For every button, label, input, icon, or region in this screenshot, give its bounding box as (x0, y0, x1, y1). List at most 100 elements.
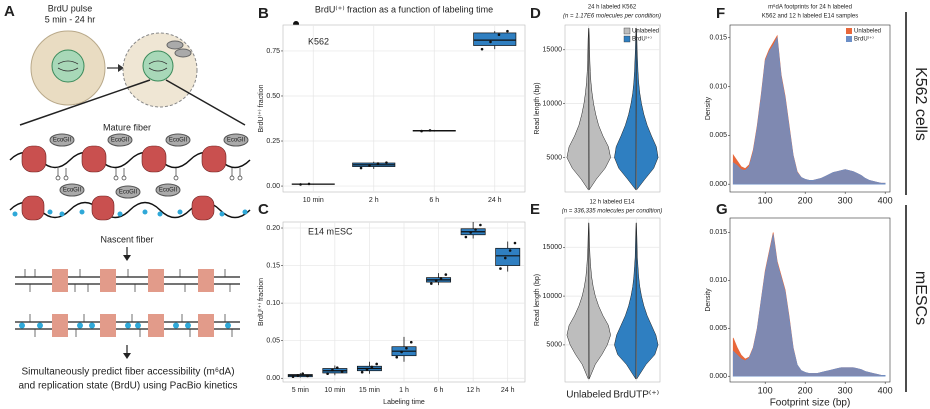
data-point (376, 162, 380, 165)
data-point (368, 164, 371, 167)
x-tick-label: 10 min (303, 197, 324, 204)
data-point (430, 282, 433, 285)
y-axis-label: Read length (bp) (534, 274, 541, 326)
pulse-label: BrdU pulse (48, 3, 93, 13)
y-tick-label: 0.05 (266, 338, 280, 345)
legend-label: BrdU⁽⁺⁾ (854, 36, 874, 43)
y-tick-label: 0.000 (709, 181, 727, 188)
data-point (444, 273, 448, 276)
data-point (474, 228, 477, 231)
y-tick-label: 0.010 (709, 83, 727, 90)
data-point (434, 279, 438, 282)
arrow-head (118, 64, 124, 72)
legend-swatch (623, 35, 631, 43)
y-tick-label: 0.25 (266, 138, 280, 145)
data-point (306, 374, 309, 378)
nucleosomes (21, 145, 227, 173)
panel-label: D (530, 5, 541, 22)
density-area (732, 234, 886, 377)
x-tick-label: 400 (878, 195, 893, 205)
x-tick-label: 100 (758, 195, 773, 205)
chart-title: 12 h labeled E14 (589, 200, 635, 206)
density-area (732, 36, 886, 185)
legend-swatch (846, 28, 852, 34)
arrow-head (123, 353, 131, 359)
chart-title: m⁶dA footprints for 24 h labeled (768, 4, 852, 11)
enzyme-label: EcoGII (111, 138, 130, 144)
enzymes: EcoGII EcoGII EcoGII (59, 183, 181, 199)
panel-label: E (530, 201, 540, 218)
data-point (400, 350, 403, 354)
enzyme-label: EcoGII (169, 138, 188, 144)
data-point (439, 277, 443, 280)
data-point (428, 129, 432, 132)
y-tick-label: 0.00 (266, 375, 280, 382)
chromatin (148, 60, 168, 72)
brdu-dots (12, 209, 248, 217)
caption: and replication state (BrdU) using PacBi… (19, 381, 238, 392)
y-tick-label: 0.005 (709, 325, 727, 332)
data-point (409, 340, 413, 344)
fiber-track (15, 269, 240, 292)
enzyme-label: EcoGII (227, 138, 246, 144)
data-point (503, 256, 507, 260)
data-point (479, 223, 482, 227)
data-point (335, 366, 339, 370)
chart-title: BrdU⁽⁺⁾ fraction as a function of labeli… (315, 4, 493, 14)
y-axis-label: BrdU⁽⁺⁾ fraction (257, 278, 265, 326)
enzyme (166, 40, 184, 50)
y-tick-label: 0.015 (709, 35, 727, 42)
data-point (359, 166, 363, 170)
schematic: A BrdU pulse 5 min - 24 hr Mature fiber … (4, 3, 251, 392)
duration-label: 5 min - 24 hr (45, 14, 96, 24)
violin-half (588, 222, 611, 380)
x-tick-label: 24 h (488, 197, 502, 204)
y-axis-label: BrdU⁽⁺⁾ fraction (257, 84, 265, 132)
data-point (513, 241, 517, 245)
row-label: K562 cells (912, 67, 929, 141)
x-tick-label: 6 h (434, 387, 444, 394)
data-point (375, 362, 378, 366)
y-tick-label: 0.015 (709, 229, 727, 236)
fiber-label: Mature fiber (103, 122, 151, 132)
y-tick-label: 10000 (543, 293, 563, 300)
data-point (499, 267, 502, 270)
enzyme (174, 48, 192, 58)
legend-label: BrdU⁽⁺⁾ (632, 36, 652, 43)
y-tick-label: 0.20 (266, 225, 280, 232)
chart-title: 24 h labeled K562 (588, 5, 637, 11)
data-point (360, 370, 364, 374)
nucleosomes (21, 195, 215, 221)
y-axis-label: Density (705, 288, 712, 312)
fiber-label: Nascent fiber (100, 234, 153, 244)
data-point (291, 375, 295, 379)
data-point (506, 29, 509, 33)
legend-label: Unlabeled (632, 29, 659, 35)
box (495, 247, 521, 266)
y-tick-label: 5000 (546, 342, 562, 349)
annotation: K562 (308, 36, 329, 46)
x-tick-label: 12 h (466, 387, 480, 394)
x-tick-label: BrdUTP⁽⁺⁾ (613, 390, 659, 401)
y-tick-label: 0.000 (709, 373, 727, 380)
enzyme-label: EcoGII (53, 138, 72, 144)
x-tick-label: 200 (798, 195, 813, 205)
data-point (326, 372, 329, 376)
data-point (480, 47, 484, 51)
data-point (420, 129, 423, 133)
y-axis-label: Read length (bp) (534, 82, 541, 134)
x-axis-label: Labeling time (383, 399, 425, 406)
data-point (331, 368, 334, 372)
y-tick-label: 0.75 (266, 48, 280, 55)
y-tick-label: 10000 (543, 100, 563, 107)
x-tick-label: 100 (758, 385, 773, 395)
lollipop (57, 168, 241, 176)
legend-label: Unlabeled (854, 29, 881, 35)
panel-label: A (4, 3, 15, 20)
x-tick-label: 300 (838, 385, 853, 395)
enzyme-label: EcoGII (63, 188, 82, 194)
violin-half (614, 222, 637, 380)
lollipop-heads (55, 175, 243, 181)
panel-label: F (716, 5, 725, 22)
enzyme-label: EcoGII (159, 188, 178, 194)
